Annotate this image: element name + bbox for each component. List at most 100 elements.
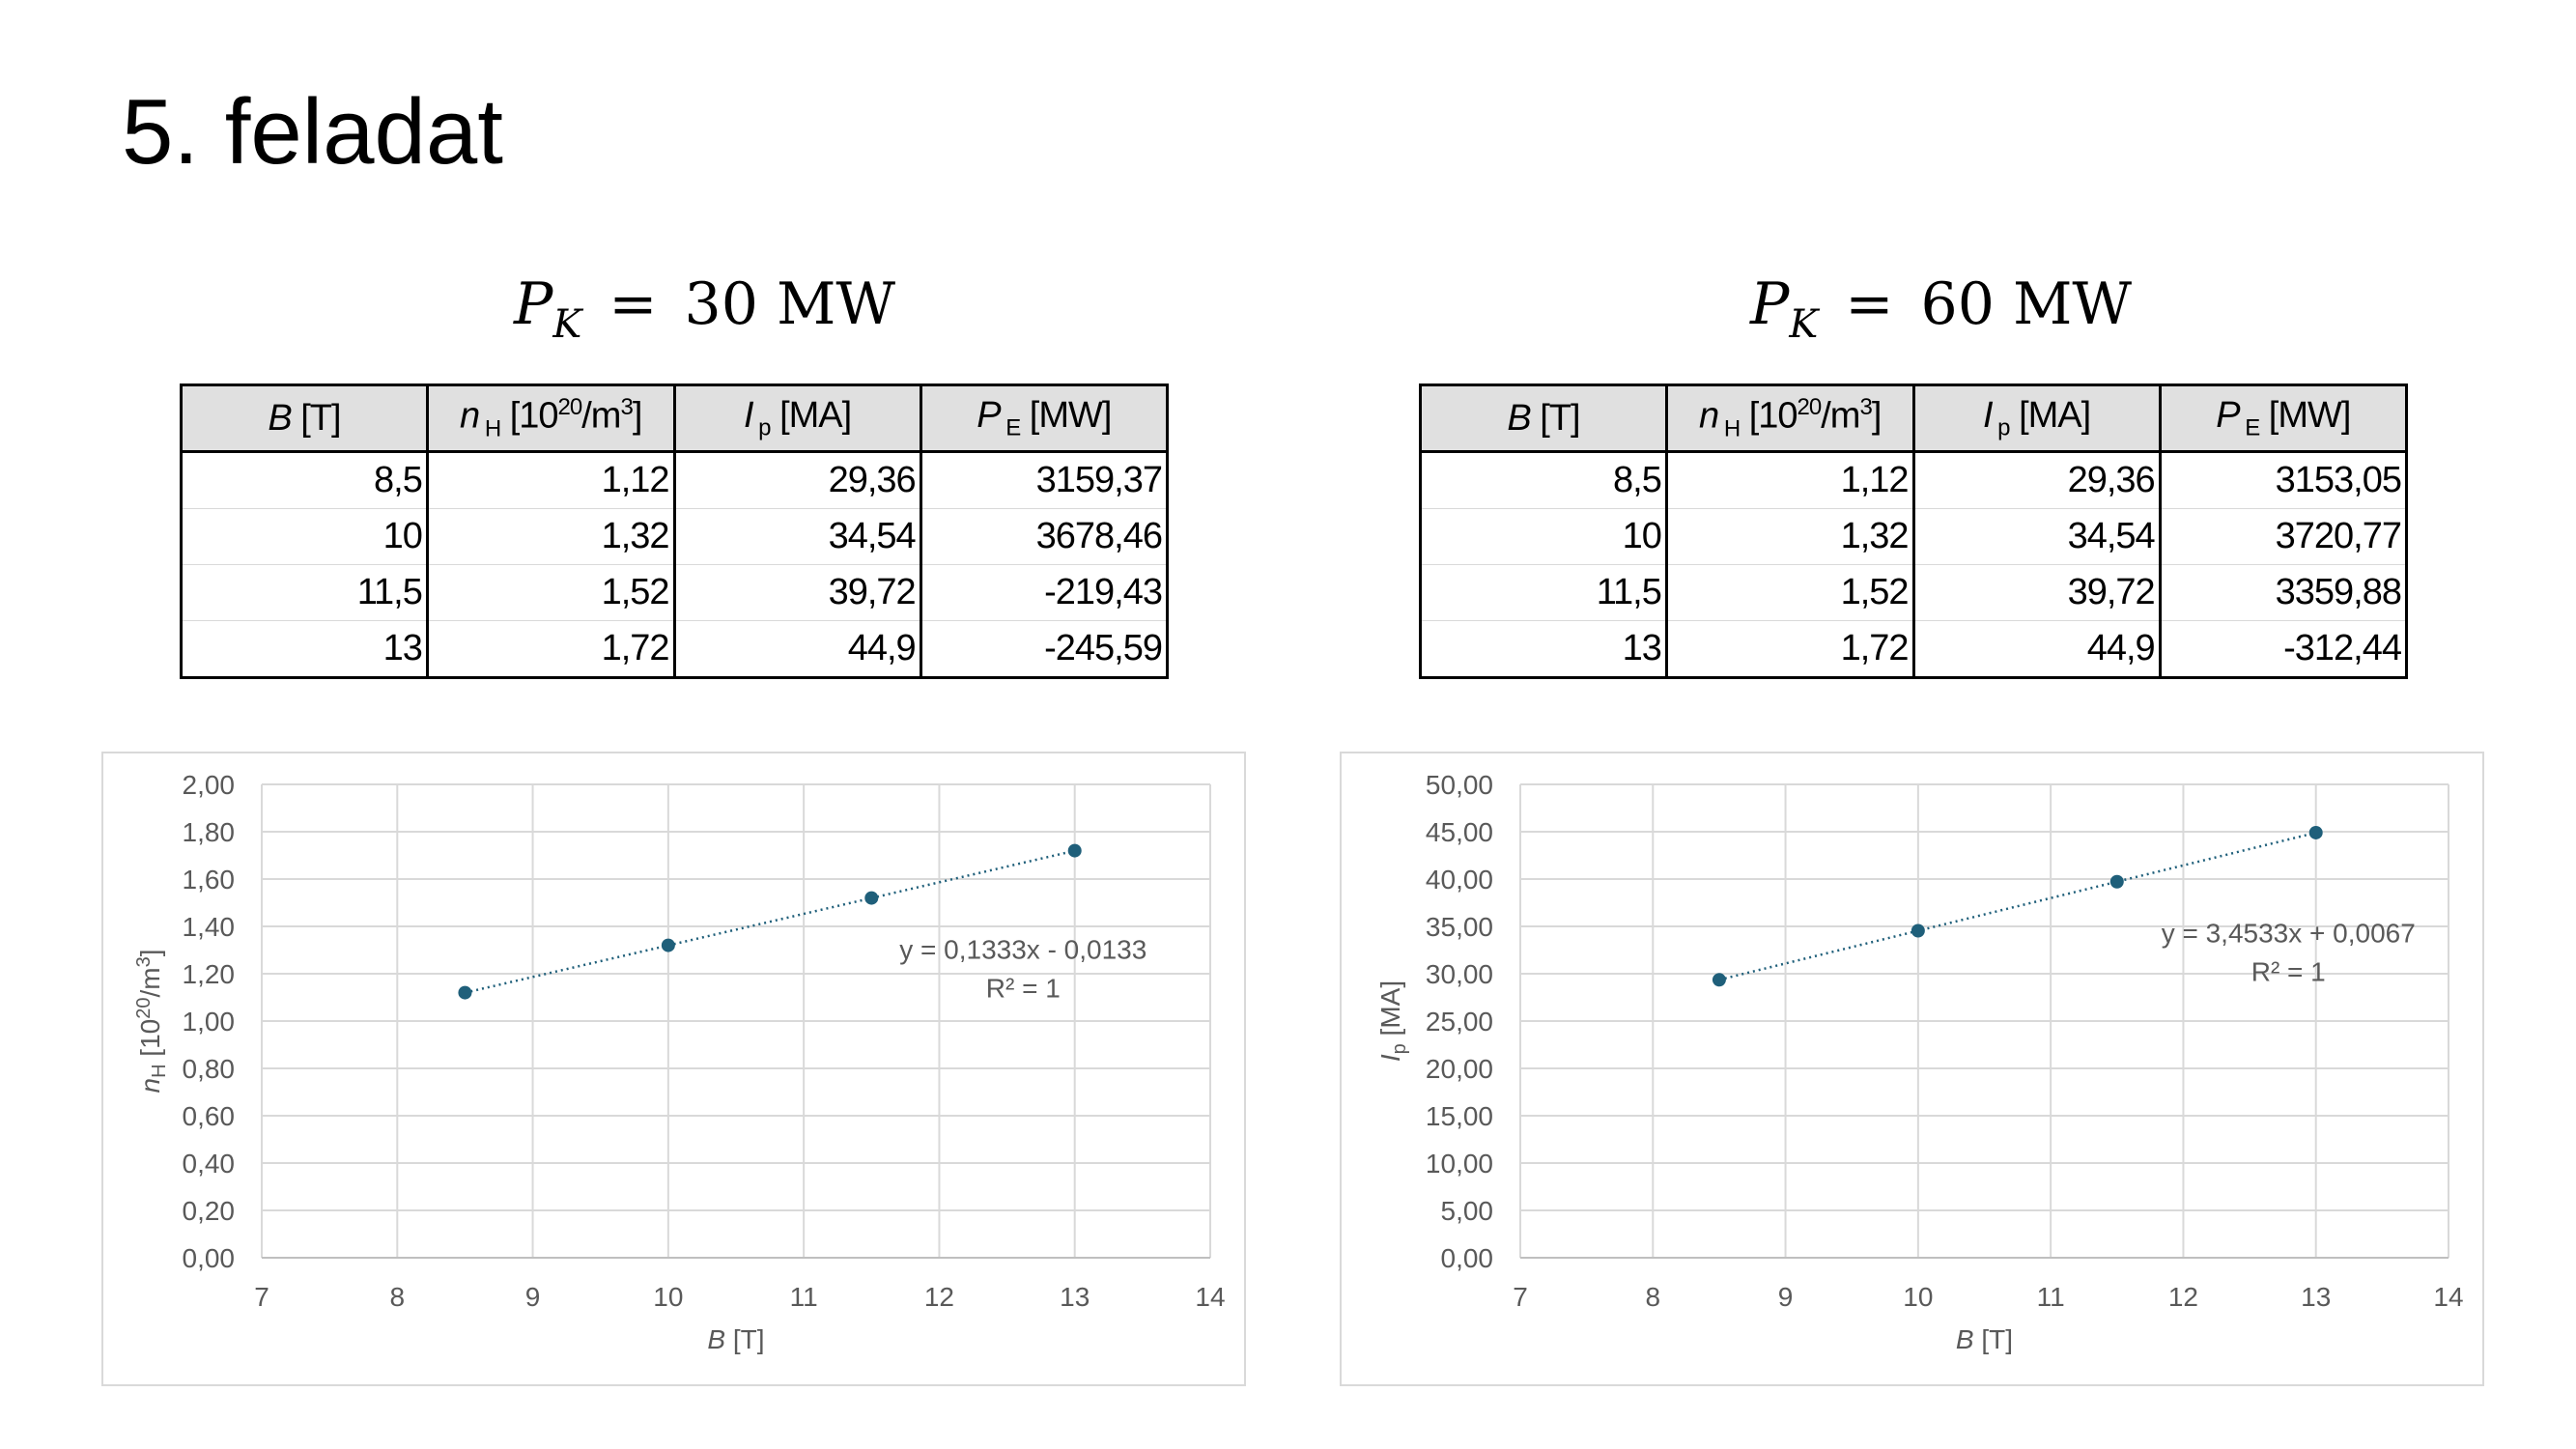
data-point	[1911, 923, 1925, 938]
x-axis-label: B [T]	[1956, 1324, 2013, 1354]
data-point	[458, 985, 472, 1000]
data-point	[864, 891, 879, 905]
x-axis-label: B [T]	[707, 1324, 764, 1354]
formula-subscript: K	[1789, 302, 1819, 347]
header-pe: P E [MW]	[919, 384, 1170, 453]
table-row: 11,5 1,52 39,72 3359,88	[1419, 564, 2409, 621]
y-tick-label: 0,20	[183, 1196, 236, 1226]
table-cell: 29,36	[1911, 451, 2162, 509]
y-tick-label: 25,00	[1426, 1007, 1493, 1037]
table-cell: -312,44	[2158, 620, 2409, 679]
table-body: 8,5 1,12 29,36 3153,05 10 1,32 34,54 3720,77 11,…	[1419, 451, 2409, 679]
data-point	[2109, 874, 2124, 889]
table-cell: 3678,46	[919, 508, 1170, 565]
trendline	[465, 849, 1075, 994]
table-cell: 34,54	[1911, 508, 2162, 565]
x-tick-label: 12	[924, 1282, 954, 1312]
table-cell: 3153,05	[2158, 451, 2409, 509]
data-point	[661, 938, 675, 952]
y-tick-label: 1,60	[183, 865, 236, 895]
r-squared-label: R² = 1	[2251, 956, 2326, 986]
y-axis-label: Ip [MA]	[1375, 980, 1410, 1062]
table-row: 10 1,32 34,54 3720,77	[1419, 508, 2409, 565]
y-tick-label: 0,80	[183, 1054, 236, 1084]
data-point	[1067, 843, 1082, 858]
table-cell: 13	[180, 620, 429, 679]
table-cell: 39,72	[1911, 564, 2162, 621]
table-cell: 11,5	[1419, 564, 1668, 621]
formula-equals: =	[1845, 270, 1894, 338]
x-tick-label: 14	[1195, 1282, 1225, 1312]
table-cell: 1,52	[1664, 564, 1915, 621]
y-tick-label: 1,00	[183, 1007, 236, 1037]
header-ip: I p [MA]	[672, 384, 922, 453]
table-row: 13 1,72 44,9 -245,59	[180, 620, 1170, 679]
table-cell: 3359,88	[2158, 564, 2409, 621]
header-b: B [T]	[180, 384, 429, 453]
x-tick-label: 9	[525, 1282, 541, 1312]
y-tick-label: 0,40	[183, 1149, 236, 1179]
data-point	[1712, 973, 1726, 987]
formula-symbol: P	[1750, 270, 1790, 338]
formula-equals: =	[609, 270, 658, 338]
y-tick-label: 1,40	[183, 912, 236, 942]
header-b: B [T]	[1419, 384, 1668, 453]
header-ip: I p [MA]	[1911, 384, 2162, 453]
table-cell: 34,54	[672, 508, 922, 565]
table-cell: 44,9	[672, 620, 922, 679]
x-tick-label: 14	[2433, 1282, 2463, 1312]
y-tick-label: 20,00	[1426, 1054, 1493, 1084]
formula-symbol: P	[514, 270, 553, 338]
y-tick-label: 1,20	[183, 959, 236, 989]
chart-svg: 0,00 0,20 0,40 0,60 0,80 1,00 1,20 1,40 1,60 1,80…	[133, 770, 1226, 1354]
table-cell: -219,43	[919, 564, 1170, 621]
y-tick-label: 5,00	[1441, 1196, 1494, 1226]
formula-subscript: K	[552, 302, 582, 347]
formula-pk-30: PK = 30 MW	[514, 270, 895, 358]
slide-title: 5. feladat	[122, 80, 503, 184]
table-cell: 1,32	[1664, 508, 1915, 565]
y-tick-label: 10,00	[1426, 1149, 1493, 1179]
table-row: 13 1,72 44,9 -312,44	[1419, 620, 2409, 679]
x-tick-label: 10	[1903, 1282, 1933, 1312]
table-row: 8,5 1,12 29,36 3159,37	[180, 451, 1170, 509]
trendline-equation: y = 3,4533x + 0,0067	[2162, 918, 2416, 948]
y-tick-label: 15,00	[1426, 1101, 1493, 1131]
header-pe: P E [MW]	[2158, 384, 2409, 453]
y-tick-label: 35,00	[1426, 912, 1493, 942]
x-tick-label: 7	[254, 1282, 269, 1312]
formula-pk-60: PK = 60 MW	[1750, 270, 2132, 358]
trendline	[1718, 831, 2317, 981]
table-body: 8,5 1,12 29,36 3159,37 10 1,32 34,54 3678,46 11,…	[180, 451, 1170, 679]
table-cell: 10	[180, 508, 429, 565]
chart-svg: 0,00 5,00 10,00 15,00 20,00 25,00 30,00 35,00 40…	[1375, 770, 2464, 1354]
table-cell: 11,5	[180, 564, 429, 621]
table-cell: -245,59	[919, 620, 1170, 679]
table-row: 10 1,32 34,54 3678,46	[180, 508, 1170, 565]
y-tick-label: 2,00	[183, 770, 236, 800]
table-cell: 8,5	[1419, 451, 1668, 509]
header-nh: n H [1020/m3]	[1664, 384, 1915, 453]
x-tick-label: 13	[1060, 1282, 1090, 1312]
y-axis-label: nH [1020/m3]	[133, 950, 170, 1094]
data-table-60mw: B [T] n H [1020/m3] I p [MA] P E [MW] 8,…	[1419, 384, 2409, 679]
table-cell: 3720,77	[2158, 508, 2409, 565]
x-tick-label: 7	[1513, 1282, 1528, 1312]
table-cell: 13	[1419, 620, 1668, 679]
table-cell: 1,72	[1664, 620, 1915, 679]
x-tick-label: 9	[1778, 1282, 1794, 1312]
r-squared-label: R² = 1	[986, 973, 1061, 1003]
y-tick-label: 40,00	[1426, 865, 1493, 895]
table-cell: 1,12	[1664, 451, 1915, 509]
y-tick-label: 50,00	[1426, 770, 1493, 800]
chart-nh-vs-b: 0,00 0,20 0,40 0,60 0,80 1,00 1,20 1,40 1,60 1,80…	[101, 752, 1246, 1386]
x-tick-label: 8	[389, 1282, 405, 1312]
trendline-equation: y = 0,1333x - 0,0133	[899, 934, 1146, 964]
x-tick-label: 10	[653, 1282, 683, 1312]
table-cell: 1,12	[425, 451, 676, 509]
table-cell: 39,72	[672, 564, 922, 621]
x-tick-label: 11	[2037, 1282, 2065, 1312]
y-tick-label: 1,80	[183, 817, 236, 847]
data-point	[2308, 825, 2323, 839]
table-cell: 3159,37	[919, 451, 1170, 509]
